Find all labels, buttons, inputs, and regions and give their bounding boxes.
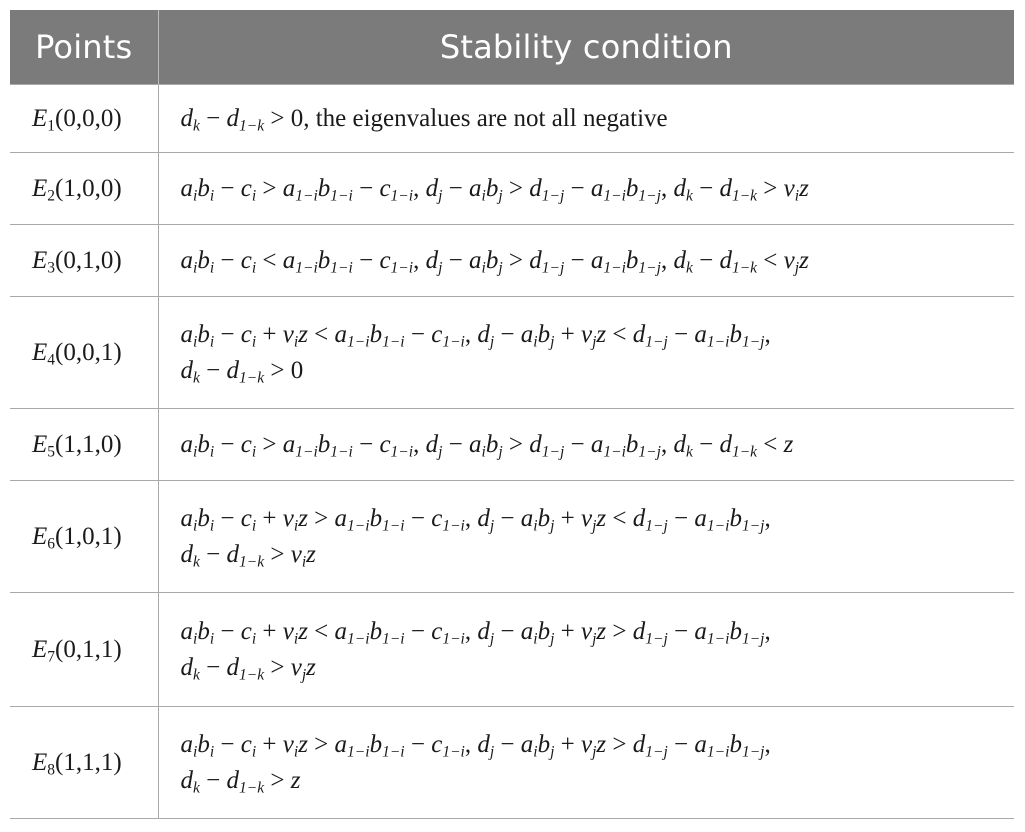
point-index: 1 xyxy=(47,116,56,134)
stability-condition: aibi − ci > a1−ib1−i − c1−i, dj − aibj >… xyxy=(158,152,1014,225)
condition-line: aibi − ci + viz < a1−ib1−i − c1−i, dj − … xyxy=(180,617,771,647)
equilibrium-point: E1(0,0,0) xyxy=(10,84,159,153)
point-index: 3 xyxy=(47,258,56,276)
condition-line: aibi − ci + viz > a1−ib1−i − c1−i, dj − … xyxy=(180,504,771,534)
point-coordinates: (1,0,0) xyxy=(55,174,122,202)
stability-table: Points Stability condition E1(0,0,0) dk −… xyxy=(10,10,1014,819)
stability-condition: aibi − ci + viz > a1−ib1−i − c1−i, dj − … xyxy=(158,706,1014,819)
stability-condition: aibi − ci + viz < a1−ib1−i − c1−i, dj − … xyxy=(158,592,1014,707)
condition-line: aibi − ci + viz > a1−ib1−i − c1−i, dj − … xyxy=(180,730,771,760)
stability-condition: aibi − ci < a1−ib1−i − c1−i, dj − aibj >… xyxy=(158,224,1014,297)
table-row: E1(0,0,0) dk − d1−k > 0, the eigenvalues … xyxy=(10,84,1014,153)
equilibrium-point: E6(1,0,1) xyxy=(10,480,159,593)
point-letter: E xyxy=(32,104,48,132)
point-coordinates: (1,1,0) xyxy=(55,430,122,458)
equilibrium-point: E8(1,1,1) xyxy=(10,706,159,819)
condition-line: aibi − ci < a1−ib1−i − c1−i, dj − aibj >… xyxy=(180,246,809,276)
header-stability-condition: Stability condition xyxy=(158,10,1014,85)
point-letter: E xyxy=(32,174,48,202)
condition-line: dk − d1−k > viz xyxy=(180,540,316,570)
header-points: Points xyxy=(10,10,159,85)
stability-condition: aibi − ci + viz < a1−ib1−i − c1−i, dj − … xyxy=(158,296,1014,409)
point-coordinates: (0,1,1) xyxy=(55,635,122,663)
table-row: E4(0,0,1) aibi − ci + viz < a1−ib1−i − c1… xyxy=(10,296,1014,409)
point-coordinates: (0,0,0) xyxy=(55,104,122,132)
point-index: 7 xyxy=(47,647,56,665)
table-row: E8(1,1,1) aibi − ci + viz > a1−ib1−i − c1… xyxy=(10,706,1014,819)
stability-condition: aibi − ci > a1−ib1−i − c1−i, dj − aibj >… xyxy=(158,408,1014,481)
table-row: E7(0,1,1) aibi − ci + viz < a1−ib1−i − c1… xyxy=(10,592,1014,707)
condition-line: dk − d1−k > vjz xyxy=(180,653,316,683)
table-body: E1(0,0,0) dk − d1−k > 0, the eigenvalues … xyxy=(10,84,1014,819)
condition-line: aibi − ci + viz < a1−ib1−i − c1−i, dj − … xyxy=(180,320,771,350)
condition-line: aibi − ci > a1−ib1−i − c1−i, dj − aibj >… xyxy=(180,174,809,204)
point-letter: E xyxy=(32,748,48,776)
point-letter: E xyxy=(32,430,48,458)
point-letter: E xyxy=(32,522,48,550)
point-index: 2 xyxy=(47,186,56,204)
condition-line: dk − d1−k > z xyxy=(180,766,301,796)
point-letter: E xyxy=(32,635,48,663)
point-coordinates: (1,1,1) xyxy=(55,748,122,776)
point-coordinates: (0,1,0) xyxy=(55,246,122,274)
equilibrium-point: E4(0,0,1) xyxy=(10,296,159,409)
condition-line: aibi − ci > a1−ib1−i − c1−i, dj − aibj >… xyxy=(180,430,794,460)
equilibrium-point: E3(0,1,0) xyxy=(10,224,159,297)
point-coordinates: (0,0,1) xyxy=(55,338,122,366)
table-row: E2(1,0,0) aibi − ci > a1−ib1−i − c1−i, dj… xyxy=(10,152,1014,225)
table-row: E5(1,1,0) aibi − ci > a1−ib1−i − c1−i, dj… xyxy=(10,408,1014,481)
stability-condition: aibi − ci + viz > a1−ib1−i − c1−i, dj − … xyxy=(158,480,1014,593)
table-header: Points Stability condition xyxy=(10,10,1014,85)
table-row: E6(1,0,1) aibi − ci + viz > a1−ib1−i − c1… xyxy=(10,480,1014,593)
equilibrium-point: E5(1,1,0) xyxy=(10,408,159,481)
point-index: 6 xyxy=(47,534,56,552)
point-index: 5 xyxy=(47,442,56,460)
condition-line: dk − d1−k > 0 xyxy=(180,356,304,386)
point-index: 8 xyxy=(47,760,56,778)
stability-condition: dk − d1−k > 0, the eigenvalues are not a… xyxy=(158,84,1014,153)
point-letter: E xyxy=(32,338,48,366)
point-coordinates: (1,0,1) xyxy=(55,522,122,550)
table-row: E3(0,1,0) aibi − ci < a1−ib1−i − c1−i, dj… xyxy=(10,224,1014,297)
point-index: 4 xyxy=(47,350,56,368)
equilibrium-point: E7(0,1,1) xyxy=(10,592,159,707)
equilibrium-point: E2(1,0,0) xyxy=(10,152,159,225)
point-letter: E xyxy=(32,246,48,274)
condition-line: dk − d1−k > 0, the eigenvalues are not a… xyxy=(180,104,668,134)
